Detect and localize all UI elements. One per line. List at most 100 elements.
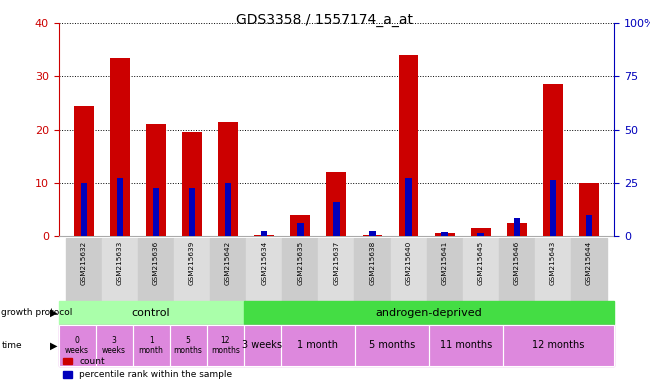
Bar bbox=[333, 202, 339, 236]
Bar bbox=[297, 223, 304, 236]
Bar bbox=[225, 183, 231, 236]
Text: 3 weeks: 3 weeks bbox=[242, 340, 282, 351]
Bar bbox=[81, 183, 87, 236]
Bar bbox=[207, 325, 244, 366]
Bar bbox=[188, 188, 195, 236]
Bar bbox=[254, 235, 274, 236]
Text: GSM215636: GSM215636 bbox=[153, 241, 159, 285]
Bar bbox=[507, 223, 526, 236]
Bar bbox=[471, 228, 491, 236]
Bar bbox=[398, 55, 419, 236]
Bar bbox=[170, 325, 207, 366]
Bar bbox=[244, 325, 281, 366]
Text: 1 month: 1 month bbox=[297, 340, 339, 351]
Bar bbox=[244, 301, 614, 324]
Bar bbox=[355, 325, 429, 366]
Bar bbox=[441, 232, 448, 236]
Text: 5
months: 5 months bbox=[174, 336, 203, 355]
Text: GSM215642: GSM215642 bbox=[225, 241, 231, 285]
Bar bbox=[96, 325, 133, 366]
Text: androgen-deprived: androgen-deprived bbox=[376, 308, 482, 318]
Bar bbox=[261, 231, 267, 236]
Bar bbox=[503, 325, 614, 366]
Bar bbox=[291, 215, 310, 236]
Text: control: control bbox=[132, 308, 170, 318]
Text: GSM215638: GSM215638 bbox=[369, 241, 376, 285]
Bar bbox=[174, 238, 210, 301]
Bar bbox=[96, 325, 133, 366]
Text: GSM215633: GSM215633 bbox=[117, 241, 123, 285]
Bar bbox=[170, 325, 207, 366]
Bar bbox=[429, 325, 503, 366]
Bar bbox=[363, 235, 382, 236]
Text: GDS3358 / 1557174_a_at: GDS3358 / 1557174_a_at bbox=[237, 13, 413, 27]
Text: ▶: ▶ bbox=[49, 340, 57, 351]
Text: GSM215632: GSM215632 bbox=[81, 241, 86, 285]
Bar bbox=[246, 238, 282, 301]
Bar bbox=[406, 177, 412, 236]
Bar bbox=[429, 325, 503, 366]
Bar bbox=[58, 325, 96, 366]
Text: 0
weeks: 0 weeks bbox=[65, 336, 89, 355]
Text: ▶: ▶ bbox=[49, 308, 57, 318]
Bar bbox=[463, 238, 499, 301]
Bar bbox=[244, 325, 281, 366]
Text: GSM215644: GSM215644 bbox=[586, 241, 592, 285]
Bar bbox=[110, 58, 130, 236]
Bar bbox=[102, 238, 138, 301]
Bar bbox=[281, 325, 355, 366]
Bar bbox=[66, 238, 102, 301]
Text: GSM215637: GSM215637 bbox=[333, 241, 339, 285]
Bar bbox=[210, 238, 246, 301]
Bar bbox=[133, 325, 170, 366]
Text: 12
months: 12 months bbox=[211, 336, 240, 355]
Bar bbox=[116, 177, 123, 236]
Text: 3
weeks: 3 weeks bbox=[102, 336, 126, 355]
Bar bbox=[354, 238, 391, 301]
Text: GSM215634: GSM215634 bbox=[261, 241, 267, 285]
Text: GSM215639: GSM215639 bbox=[189, 241, 195, 285]
Bar bbox=[550, 180, 556, 236]
Text: GSM215640: GSM215640 bbox=[406, 241, 411, 285]
Bar bbox=[218, 122, 238, 236]
Bar bbox=[74, 106, 94, 236]
Bar bbox=[138, 238, 174, 301]
Text: GSM215643: GSM215643 bbox=[550, 241, 556, 285]
Bar bbox=[499, 238, 535, 301]
Bar bbox=[369, 231, 376, 236]
Bar bbox=[133, 325, 170, 366]
Bar bbox=[535, 238, 571, 301]
Bar bbox=[153, 188, 159, 236]
Text: 1
month: 1 month bbox=[138, 336, 164, 355]
Text: 5 months: 5 months bbox=[369, 340, 415, 351]
Bar bbox=[586, 215, 592, 236]
Bar bbox=[58, 325, 96, 366]
Bar bbox=[146, 124, 166, 236]
Bar bbox=[207, 325, 244, 366]
Bar bbox=[326, 172, 346, 236]
Bar bbox=[182, 132, 202, 236]
Bar bbox=[426, 238, 463, 301]
Bar bbox=[514, 217, 520, 236]
Bar bbox=[58, 301, 244, 324]
Bar bbox=[355, 325, 429, 366]
Text: time: time bbox=[1, 341, 22, 350]
Text: GSM215641: GSM215641 bbox=[441, 241, 448, 285]
Text: 11 months: 11 months bbox=[440, 340, 492, 351]
Bar bbox=[318, 238, 354, 301]
Bar bbox=[282, 238, 318, 301]
Bar bbox=[543, 84, 563, 236]
Text: GSM215635: GSM215635 bbox=[297, 241, 304, 285]
Text: growth protocol: growth protocol bbox=[1, 308, 73, 317]
Bar bbox=[571, 238, 607, 301]
Bar bbox=[391, 238, 426, 301]
Bar bbox=[281, 325, 355, 366]
Bar bbox=[503, 325, 614, 366]
Legend: count, percentile rank within the sample: count, percentile rank within the sample bbox=[63, 357, 233, 379]
Text: 12 months: 12 months bbox=[532, 340, 585, 351]
Bar bbox=[579, 183, 599, 236]
Bar bbox=[478, 233, 484, 236]
Text: GSM215645: GSM215645 bbox=[478, 241, 484, 285]
Text: GSM215646: GSM215646 bbox=[514, 241, 520, 285]
Bar bbox=[435, 233, 454, 236]
